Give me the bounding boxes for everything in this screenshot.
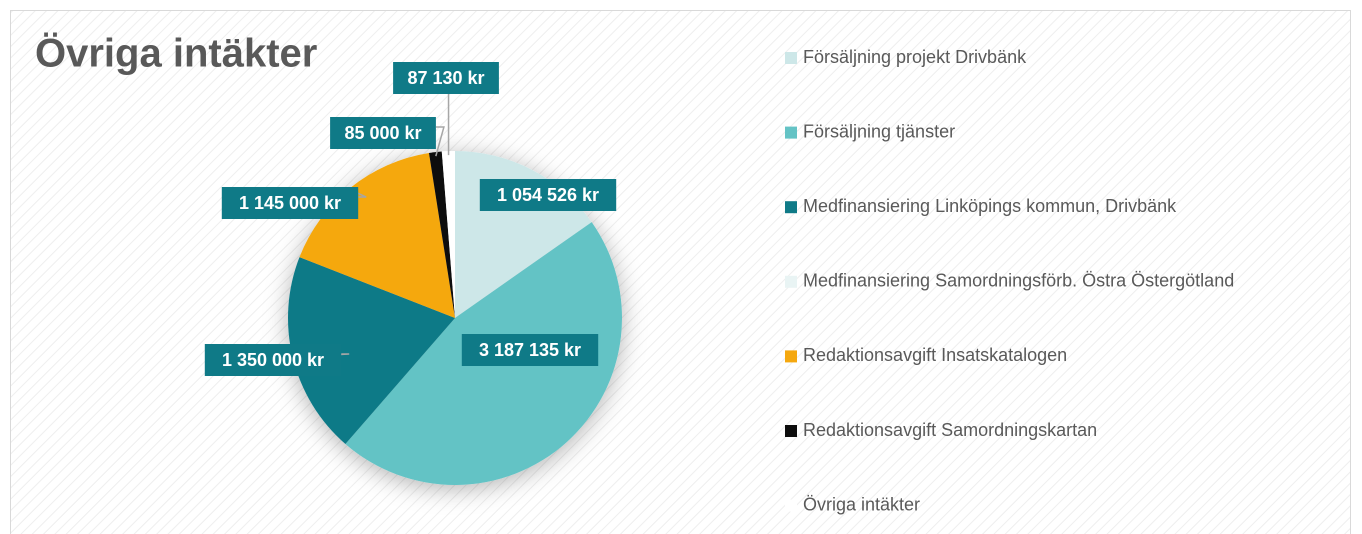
data-label: 85 000 kr xyxy=(344,123,421,143)
legend-swatch xyxy=(785,201,797,214)
data-label: 87 130 kr xyxy=(407,68,484,88)
pie-slice xyxy=(288,257,455,444)
legend-swatch xyxy=(785,425,797,437)
pie-slice xyxy=(428,151,455,318)
legend-swatch xyxy=(785,52,797,64)
data-label: 1 054 526 kr xyxy=(497,185,599,205)
legend-label: Redaktionsavgift Insatskatalogen xyxy=(803,345,1067,365)
legend-label: Medfinansiering Samordningsförb. Östra Ö… xyxy=(803,271,1234,291)
data-label-box xyxy=(221,187,359,219)
data-label-box xyxy=(330,117,436,149)
legend-swatch xyxy=(785,275,797,288)
legend-label: Redaktionsavgift Samordningskartan xyxy=(803,420,1097,440)
legend-label: Övriga intäkter xyxy=(803,494,920,514)
legend-label: Försäljning tjänster xyxy=(803,121,955,141)
pie-slice xyxy=(441,151,455,318)
data-label: 3 187 135 kr xyxy=(479,340,581,360)
data-label-box xyxy=(393,62,499,94)
chart-title: Övriga intäkter xyxy=(35,31,317,76)
legend-swatch xyxy=(785,126,797,139)
data-label-box xyxy=(479,179,617,211)
legend-swatch xyxy=(785,499,797,512)
pie-slice xyxy=(299,153,455,318)
legend-label: Medfinansiering Linköpings kommun, Drivb… xyxy=(803,196,1177,216)
data-label: 1 145 000 kr xyxy=(239,193,341,213)
chart-frame xyxy=(10,10,1351,534)
data-label: 1 350 000 kr xyxy=(222,350,324,370)
leader-line xyxy=(435,126,445,157)
data-label-box xyxy=(204,344,342,376)
data-label-box xyxy=(461,334,599,366)
legend-swatch xyxy=(785,350,797,363)
legend-label: Försäljning projekt Drivbänk xyxy=(803,47,1027,67)
